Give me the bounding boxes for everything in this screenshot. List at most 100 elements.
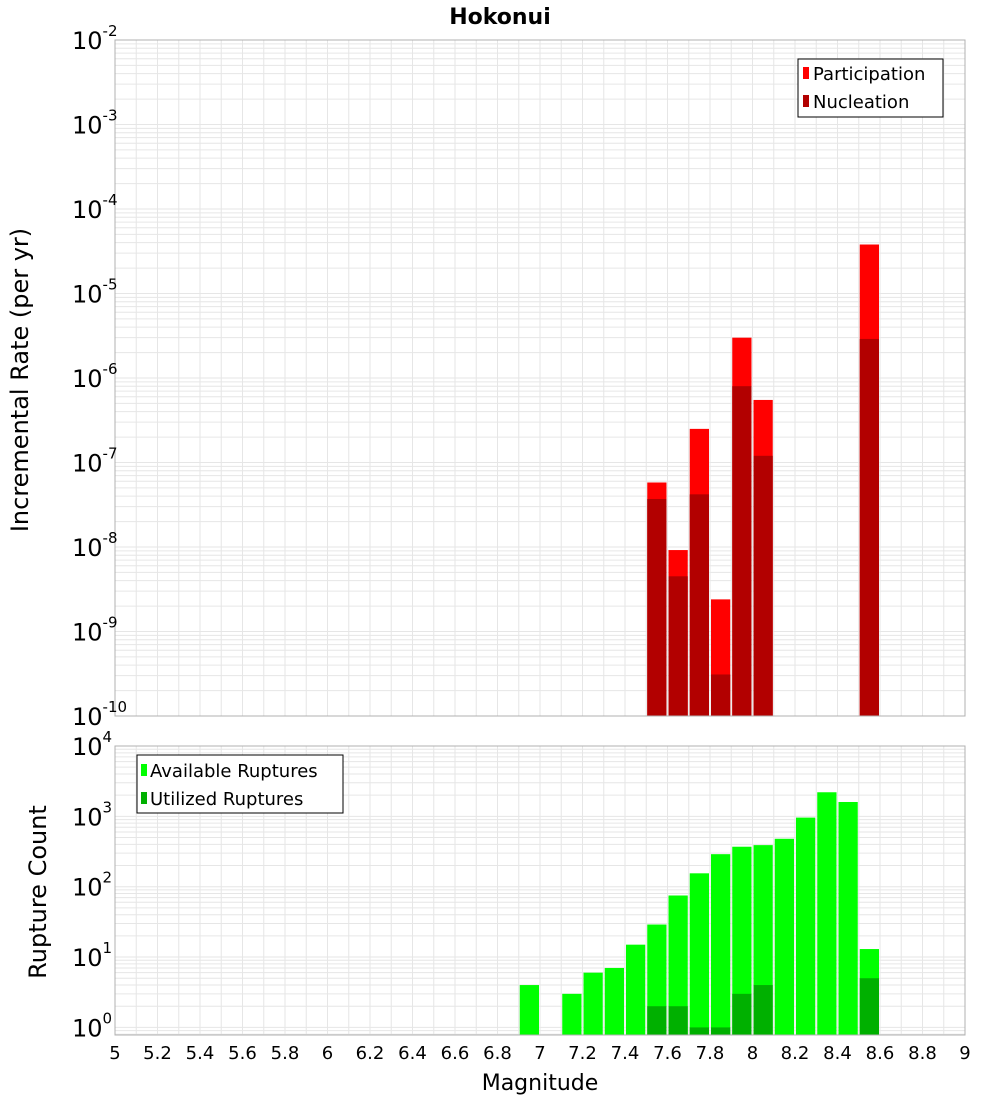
bottom-bar-available-ruptures xyxy=(562,993,582,1035)
x-tick-label: 7.2 xyxy=(568,1043,597,1064)
legend-label-available: Available Ruptures xyxy=(150,761,318,782)
chart-title: Hokonui xyxy=(449,5,551,30)
x-tick-label: 5.4 xyxy=(186,1043,215,1064)
y-tick-exponent: 1 xyxy=(103,939,113,957)
y-tick-base: 10 xyxy=(72,803,103,831)
x-tick-label: 7.4 xyxy=(611,1043,640,1064)
bottom-y-tick-label: 100 xyxy=(72,1009,112,1042)
bottom-bar-available-ruptures xyxy=(774,838,794,1035)
top-bar-nucleation xyxy=(689,494,709,716)
legend-label-nucleation: Nucleation xyxy=(813,92,909,113)
y-tick-base: 10 xyxy=(72,619,103,647)
legend-swatch-utilized xyxy=(141,792,147,804)
x-tick-label: 5.2 xyxy=(143,1043,172,1064)
bottom-y-tick-label: 102 xyxy=(72,869,112,902)
bottom-y-tick-label: 101 xyxy=(72,939,112,972)
y-tick-exponent: -7 xyxy=(103,445,118,463)
legend-label-participation: Participation xyxy=(813,64,925,85)
y-tick-base: 10 xyxy=(72,365,103,393)
bottom-bar-available-ruptures xyxy=(626,944,646,1035)
bottom-bar-utilized-ruptures xyxy=(689,1027,709,1035)
bottom-y-axis-label: Rupture Count xyxy=(24,805,52,979)
y-tick-exponent: -5 xyxy=(103,276,118,294)
y-tick-base: 10 xyxy=(72,196,103,224)
top-y-tick-label: 10-3 xyxy=(72,107,118,140)
legend-swatch-available xyxy=(141,764,147,776)
x-axis-label: Magnitude xyxy=(482,1071,599,1096)
bottom-bar-utilized-ruptures xyxy=(732,993,752,1035)
bottom-bar-available-ruptures xyxy=(796,817,816,1035)
bottom-bar-available-ruptures xyxy=(711,854,731,1035)
bottom-bar-utilized-ruptures xyxy=(753,985,773,1035)
top-bar-nucleation xyxy=(732,386,752,716)
bottom-bar-available-ruptures xyxy=(583,972,603,1035)
top-y-tick-label: 10-8 xyxy=(72,529,118,562)
bottom-y-tick-label: 103 xyxy=(72,798,112,831)
top-legend-box xyxy=(797,58,944,118)
top-y-tick-label: 10-9 xyxy=(72,614,118,647)
top-y-tick-label: 10-2 xyxy=(72,22,118,55)
bottom-bar-utilized-ruptures xyxy=(859,978,879,1035)
bottom-bar-utilized-ruptures xyxy=(711,1027,731,1035)
bottom-plot-frame xyxy=(114,745,966,1036)
bottom-bar-available-ruptures xyxy=(668,895,688,1035)
x-tick-label: 6.6 xyxy=(441,1043,470,1064)
y-tick-base: 10 xyxy=(72,944,103,972)
x-tick-label: 7.8 xyxy=(696,1043,725,1064)
y-tick-base: 10 xyxy=(72,450,103,478)
y-tick-base: 10 xyxy=(72,733,103,761)
top-y-tick-label: 10-5 xyxy=(72,276,118,309)
bottom-bar-available-ruptures xyxy=(689,873,709,1035)
x-tick-label: 8.6 xyxy=(866,1043,895,1064)
x-tick-label: 6.4 xyxy=(398,1043,427,1064)
x-tick-label: 5.6 xyxy=(228,1043,257,1064)
y-tick-exponent: 0 xyxy=(103,1009,113,1027)
top-y-axis-label: Incremental Rate (per yr) xyxy=(6,228,34,532)
top-y-tick-label: 10-10 xyxy=(72,698,127,731)
top-plot-bars xyxy=(647,244,879,716)
top-plot-frame xyxy=(114,39,966,717)
top-plot-grid xyxy=(114,39,966,717)
bottom-bar-available-ruptures xyxy=(519,985,539,1035)
y-tick-exponent: -2 xyxy=(103,22,118,40)
x-tick-label: 7 xyxy=(534,1043,545,1064)
x-tick-label: 6.8 xyxy=(483,1043,512,1064)
x-tick-label: 8 xyxy=(747,1043,758,1064)
top-bar-nucleation xyxy=(647,498,667,716)
y-tick-base: 10 xyxy=(72,27,103,55)
bottom-legend-box xyxy=(136,754,344,814)
bottom-legend: Available Ruptures Utilized Ruptures xyxy=(136,754,344,814)
y-tick-exponent: 3 xyxy=(103,798,113,816)
y-tick-base: 10 xyxy=(72,874,103,902)
y-tick-exponent: 2 xyxy=(103,869,113,887)
y-tick-exponent: -3 xyxy=(103,107,118,125)
y-tick-exponent: 4 xyxy=(103,728,113,746)
y-tick-base: 10 xyxy=(72,534,103,562)
y-tick-exponent: -10 xyxy=(103,698,128,716)
x-tick-label: 8.2 xyxy=(781,1043,810,1064)
x-tick-label: 5.8 xyxy=(271,1043,300,1064)
top-y-tick-label: 10-7 xyxy=(72,445,118,478)
top-y-tick-label: 10-6 xyxy=(72,360,118,393)
top-bar-nucleation xyxy=(859,338,879,716)
y-tick-exponent: -6 xyxy=(103,360,118,378)
top-bar-nucleation xyxy=(711,674,731,716)
x-tick-label: 6 xyxy=(322,1043,333,1064)
bottom-bar-available-ruptures xyxy=(604,967,624,1035)
bottom-bar-available-ruptures xyxy=(732,846,752,1035)
y-tick-base: 10 xyxy=(72,1014,103,1042)
bottom-x-tick-labels: 5 5.2 5.4 5.6 5.8 6 6.2 6.4 6.6 6.8 7 7.2 7.4 7.6 7.8 8… xyxy=(109,1043,970,1064)
x-tick-label: 6.2 xyxy=(356,1043,385,1064)
y-tick-base: 10 xyxy=(72,112,103,140)
x-tick-label: 7.6 xyxy=(653,1043,682,1064)
legend-swatch-nucleation xyxy=(803,95,809,107)
bottom-plot-bars xyxy=(519,792,879,1035)
bottom-bar-utilized-ruptures xyxy=(647,1006,667,1035)
top-bar-nucleation xyxy=(668,576,688,716)
y-tick-exponent: -8 xyxy=(103,529,118,547)
y-tick-exponent: -4 xyxy=(103,191,118,209)
x-tick-label: 5 xyxy=(109,1043,120,1064)
